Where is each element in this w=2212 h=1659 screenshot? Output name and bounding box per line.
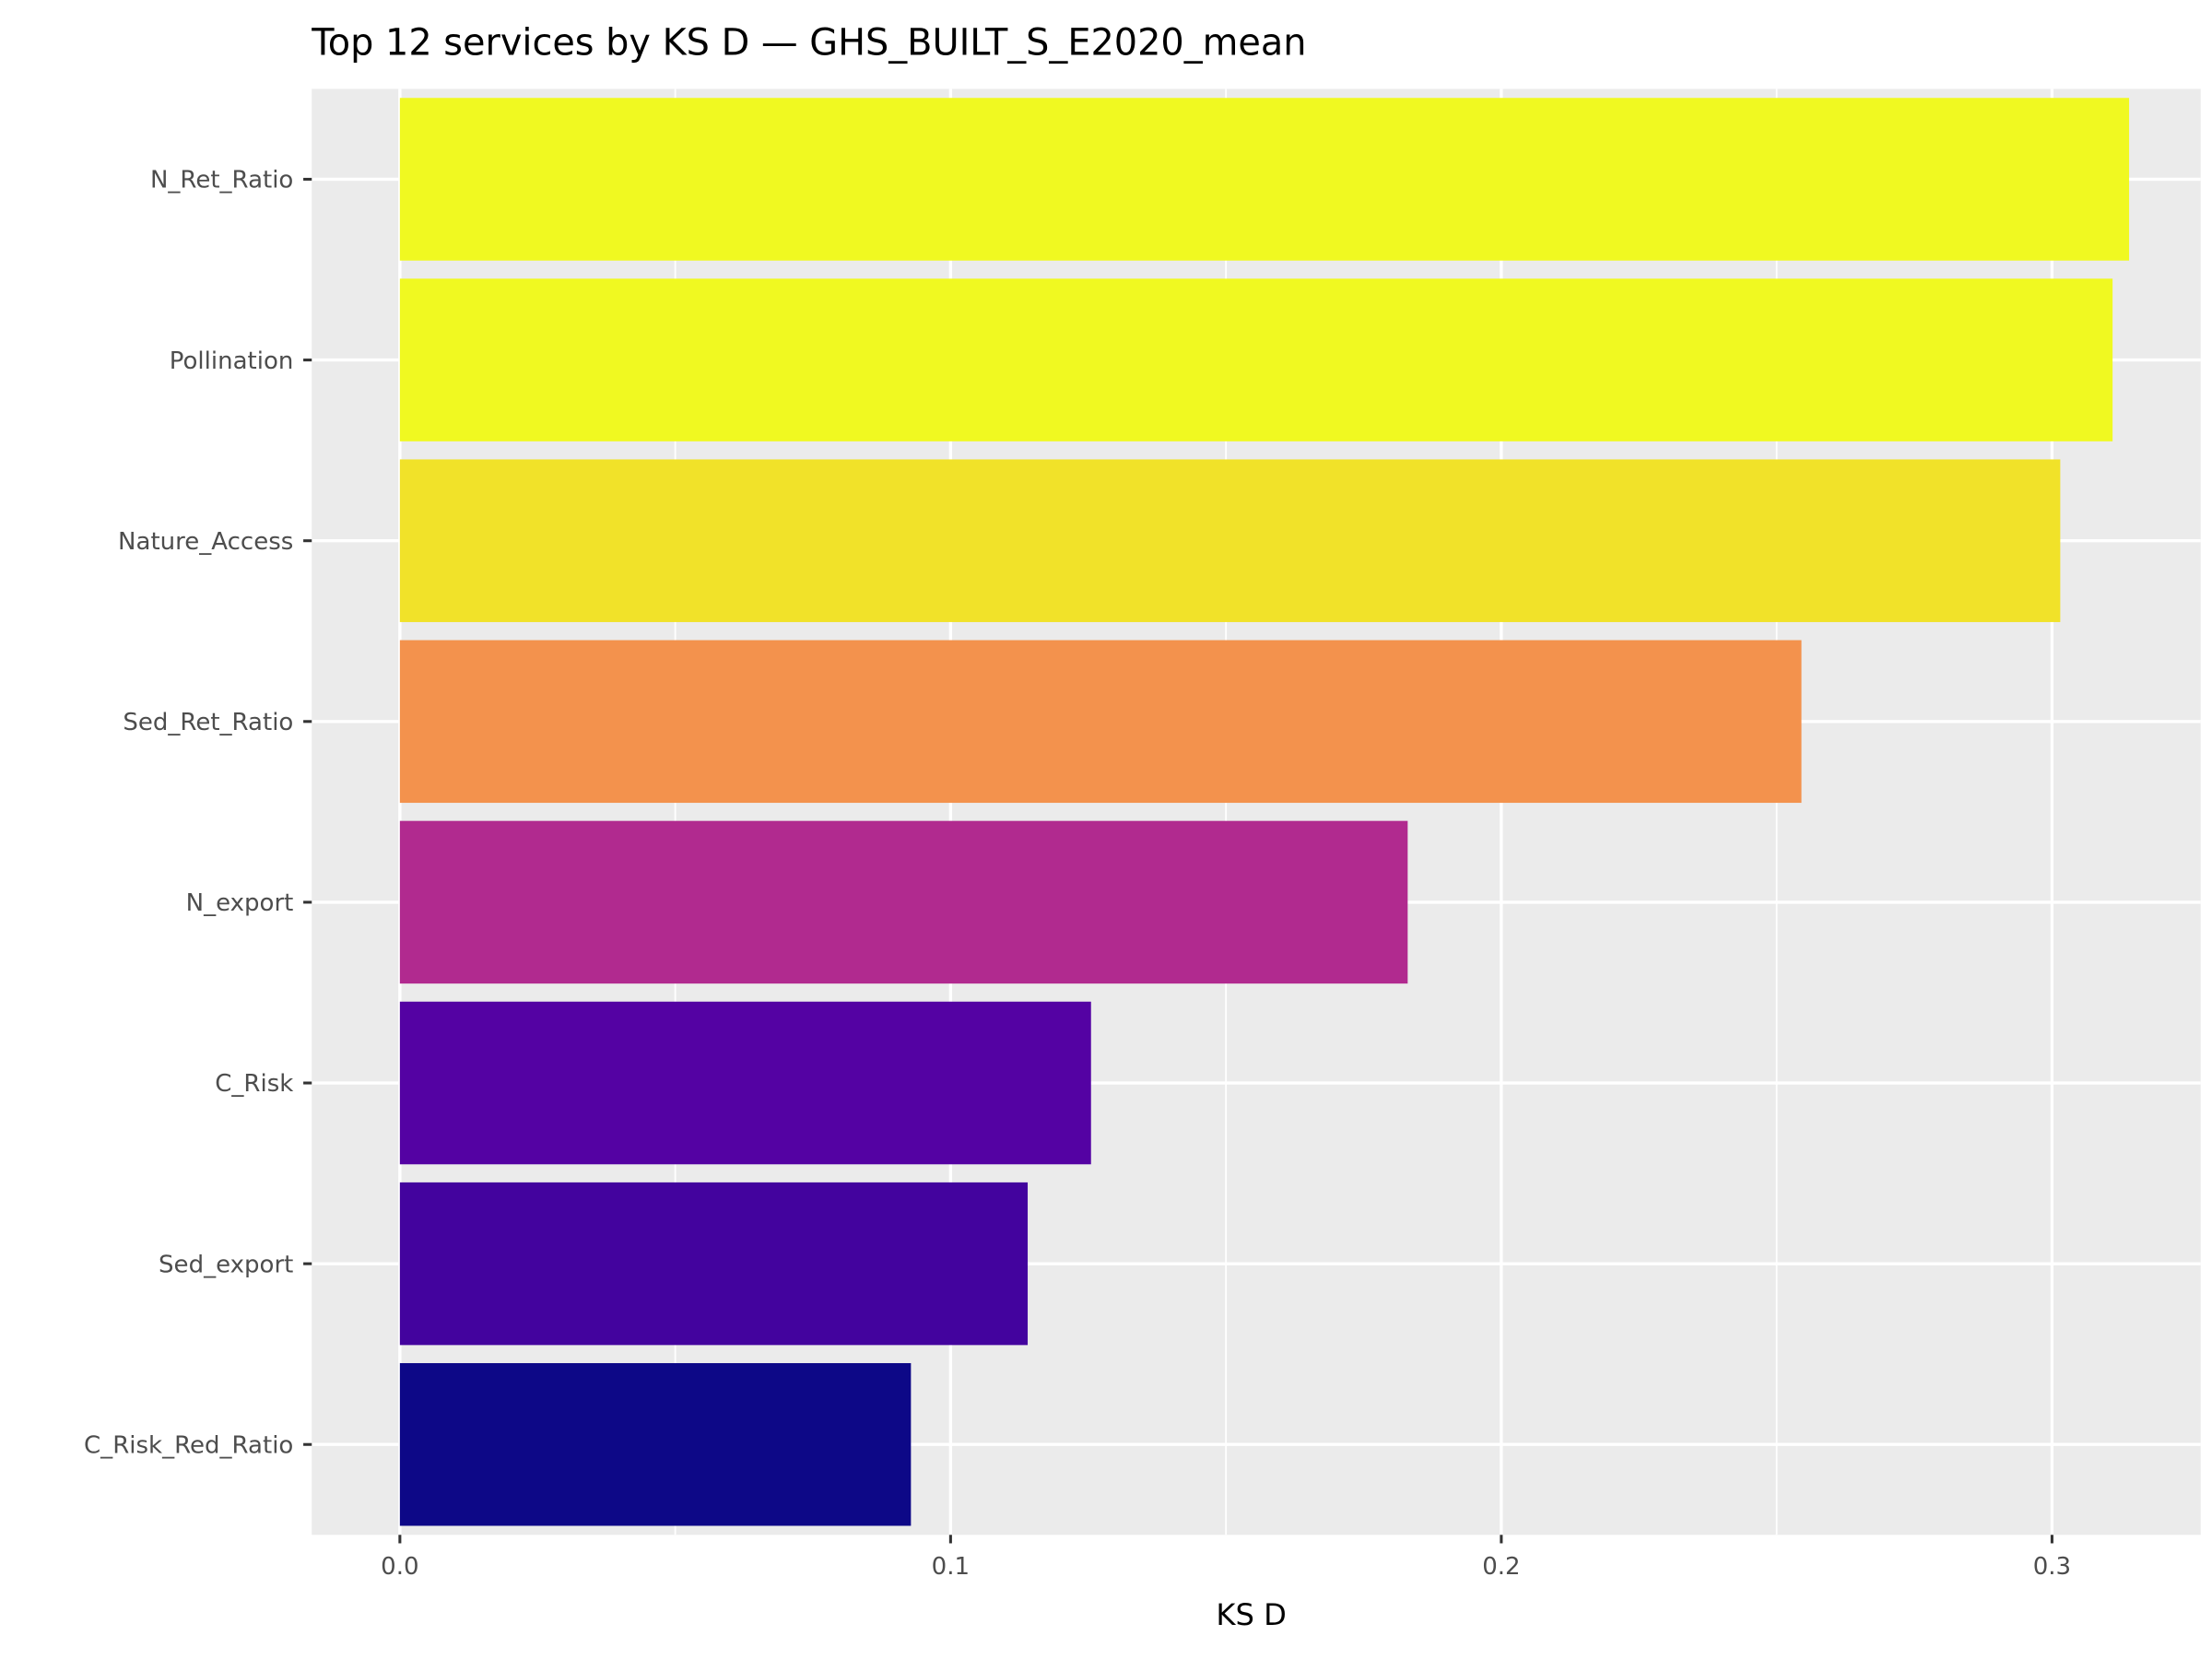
bar-pollination (399, 278, 2113, 441)
y-tick-label: Sed_export (159, 1251, 293, 1278)
bar-sed-ret-ratio (399, 640, 1802, 804)
x-tick-label: 0.0 (381, 1553, 418, 1581)
x-axis: 0.0 0.1 0.2 0.3 (381, 1535, 2071, 1581)
y-axis: N_Ret_Ratio Pollination Nature_Access Sed_R… (84, 167, 312, 1459)
y-tick-label: N_Ret_Ratio (150, 167, 293, 194)
bar-n-export (399, 820, 1408, 984)
y-tick-label: N_export (186, 889, 294, 917)
bar-nature-access (399, 459, 2061, 622)
x-axis-title: KS D (1216, 1597, 1286, 1632)
y-tick-label: Sed_Ret_Ratio (123, 709, 293, 736)
y-tick-label: Nature_Access (118, 528, 293, 556)
y-tick-label: C_Risk (215, 1070, 293, 1098)
bar-c-risk-red-ratio (399, 1362, 912, 1526)
bar-n-ret-ratio (399, 98, 2130, 261)
x-tick-label: 0.1 (932, 1553, 970, 1581)
bar-sed-export (399, 1182, 1029, 1346)
x-tick-label: 0.2 (1482, 1553, 1520, 1581)
chart-title: Top 12 services by KS D — GHS_BUILT_S_E2… (311, 22, 1306, 65)
x-tick-label: 0.3 (2033, 1553, 2071, 1581)
bar-c-risk (399, 1001, 1091, 1165)
y-tick-label: Pollination (170, 347, 294, 375)
bars (399, 98, 2130, 1526)
y-tick-label: C_Risk_Red_Ratio (84, 1431, 293, 1459)
